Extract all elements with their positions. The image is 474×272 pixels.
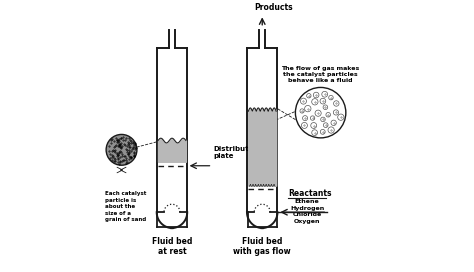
Text: Distributer
plate: Distributer plate [214, 146, 258, 159]
Text: Fluid bed
with gas flow: Fluid bed with gas flow [233, 237, 291, 256]
Text: Products: Products [254, 3, 293, 12]
Circle shape [106, 134, 137, 165]
Text: Reactants: Reactants [288, 188, 331, 198]
Text: Fluid bed
at rest: Fluid bed at rest [152, 237, 192, 256]
Text: Each catalyst
particle is
about the
size of a
grain of sand: Each catalyst particle is about the size… [105, 191, 146, 222]
Text: Ethene
Hydrogen
Chloride
Oxygen: Ethene Hydrogen Chloride Oxygen [290, 199, 324, 224]
Polygon shape [247, 48, 277, 228]
Polygon shape [157, 48, 187, 228]
Text: The flow of gas makes
the catalyst particles
behave like a fluid: The flow of gas makes the catalyst parti… [282, 66, 360, 84]
Circle shape [295, 87, 346, 138]
